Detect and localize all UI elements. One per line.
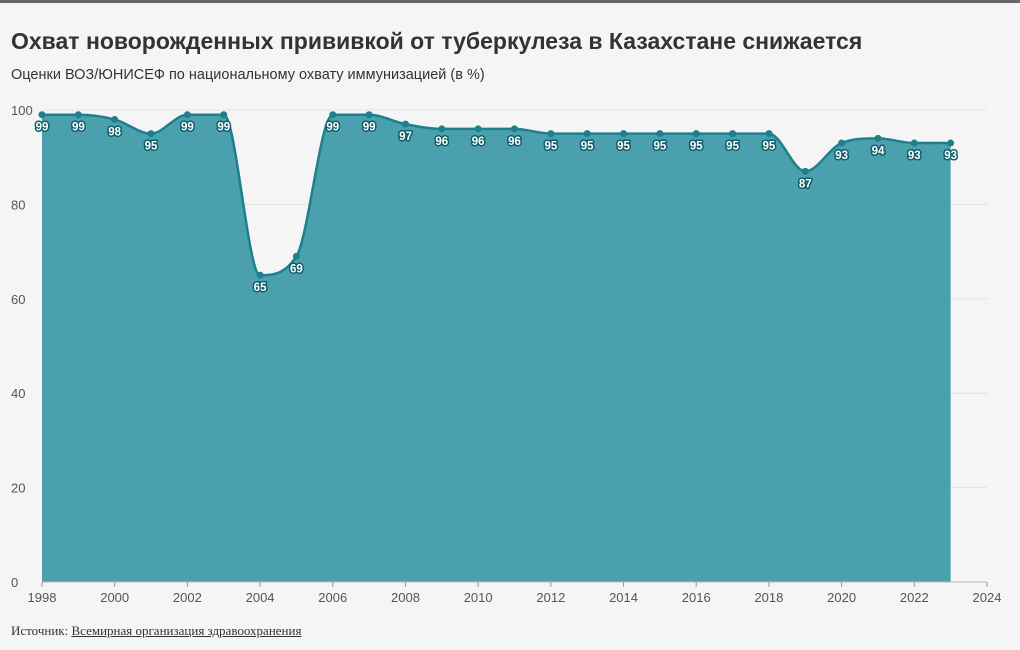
- chart-title: Охват новорожденных прививкой от туберку…: [11, 28, 863, 54]
- y-tick-label-100: 100: [11, 103, 33, 118]
- data-label-2004: 65: [254, 282, 267, 294]
- data-label-1998: 99: [36, 122, 49, 134]
- x-tick-label-2014: 2014: [609, 590, 638, 605]
- data-point-2017: [729, 130, 737, 138]
- data-label-2009: 96: [435, 136, 448, 148]
- data-point-2018: [765, 130, 773, 138]
- x-tick-label-2002: 2002: [173, 590, 202, 605]
- data-point-2009: [438, 125, 446, 133]
- data-label-2002: 99: [181, 122, 194, 134]
- source-footer: Источник: Всемирная организация здравоох…: [11, 623, 301, 639]
- data-point-2020: [838, 139, 846, 147]
- x-tick-label-2008: 2008: [391, 590, 420, 605]
- x-tick-label-1998: 1998: [28, 590, 57, 605]
- data-label-2018: 95: [763, 141, 776, 153]
- data-point-2007: [365, 111, 373, 119]
- data-label-2003: 99: [217, 122, 230, 134]
- data-point-2000: [111, 115, 119, 123]
- data-label-2000: 98: [108, 126, 121, 138]
- data-point-2021: [874, 134, 882, 142]
- data-point-2010: [474, 125, 482, 133]
- data-label-2006: 99: [326, 122, 339, 134]
- y-tick-label-0: 0: [11, 575, 18, 590]
- data-point-2005: [292, 252, 300, 260]
- data-point-2002: [183, 111, 191, 119]
- data-label-2022: 93: [908, 150, 921, 162]
- data-point-2016: [692, 130, 700, 138]
- series-area: [42, 114, 951, 582]
- data-point-2006: [329, 111, 337, 119]
- data-label-2017: 95: [726, 141, 739, 153]
- data-label-2020: 93: [835, 150, 848, 162]
- x-tick-label-2024: 2024: [973, 590, 1002, 605]
- data-point-2022: [910, 139, 918, 147]
- x-tick-label-2010: 2010: [464, 590, 493, 605]
- data-label-2012: 95: [544, 141, 557, 153]
- x-tick-label-2006: 2006: [318, 590, 347, 605]
- area-layer: [41, 113, 951, 582]
- area-chart: 0 20 40 60 80 100 1998 2000 2002 2004 2006 2008 2010…: [11, 103, 1001, 605]
- x-tick-label-2020: 2020: [827, 590, 856, 605]
- label-layer: 99 99 98 95 99 99 65 69 99 99 97 96 96 96 95 95 95 95 95 95…: [34, 120, 958, 295]
- data-point-2001: [147, 130, 155, 138]
- axis-layer: 0 20 40 60 80 100 1998 2000 2002 2004 2006 2008 2010…: [11, 103, 1001, 605]
- x-tick-label-2016: 2016: [682, 590, 711, 605]
- data-label-2010: 96: [472, 136, 485, 148]
- data-point-1999: [74, 111, 82, 119]
- data-label-2011: 96: [508, 136, 521, 148]
- data-label-2008: 97: [399, 131, 412, 143]
- point-layer: [38, 111, 955, 279]
- data-label-1999: 99: [72, 122, 85, 134]
- x-tick-label-2004: 2004: [246, 590, 275, 605]
- data-point-2008: [401, 120, 409, 128]
- data-label-2023: 93: [944, 150, 957, 162]
- source-label: Источник:: [11, 623, 69, 638]
- data-label-2016: 95: [690, 141, 703, 153]
- data-label-2021: 94: [872, 145, 885, 157]
- y-tick-label-40: 40: [11, 386, 25, 401]
- data-label-2001: 95: [145, 141, 158, 153]
- data-point-2012: [547, 130, 555, 138]
- data-label-2014: 95: [617, 141, 630, 153]
- data-point-2015: [656, 130, 664, 138]
- data-point-2013: [583, 130, 591, 138]
- data-label-2007: 99: [363, 122, 376, 134]
- top-rule: [0, 0, 1020, 3]
- data-point-2014: [620, 130, 628, 138]
- data-point-2011: [511, 125, 518, 133]
- x-tick-label-2000: 2000: [100, 590, 129, 605]
- chart-subtitle: Оценки ВОЗ/ЮНИСЕФ по национальному охват…: [11, 67, 485, 83]
- data-point-2023: [947, 139, 955, 147]
- data-point-2003: [220, 111, 228, 119]
- data-label-2013: 95: [581, 141, 594, 153]
- data-point-2019: [801, 167, 809, 175]
- x-tick-label-2012: 2012: [536, 590, 565, 605]
- data-label-2005: 69: [290, 263, 303, 275]
- source-link[interactable]: Всемирная организация здравоохранения: [71, 623, 302, 638]
- x-tick-label-2022: 2022: [900, 590, 929, 605]
- data-label-2019: 87: [799, 178, 812, 190]
- data-label-2015: 95: [653, 141, 666, 153]
- y-tick-label-60: 60: [11, 292, 25, 307]
- y-tick-label-80: 80: [11, 197, 25, 212]
- data-point-1998: [38, 111, 46, 119]
- data-point-2004: [256, 271, 264, 279]
- y-tick-label-20: 20: [11, 481, 25, 496]
- x-tick-label-2018: 2018: [754, 590, 783, 605]
